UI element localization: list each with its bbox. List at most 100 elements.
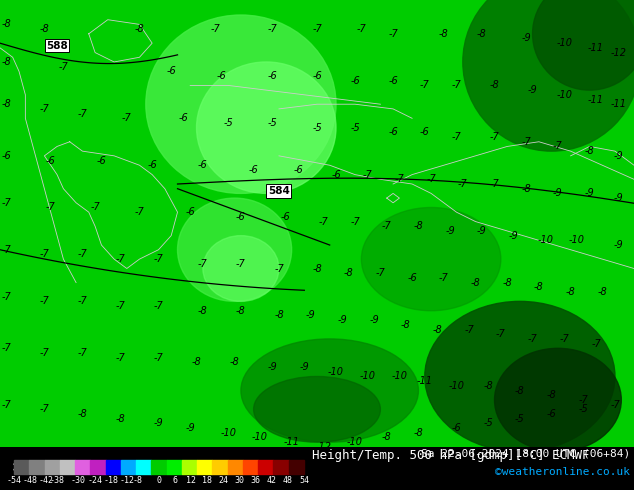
Bar	[167, 460, 182, 473]
Ellipse shape	[178, 198, 292, 301]
Text: -8: -8	[382, 433, 392, 442]
Text: -7: -7	[312, 24, 322, 34]
Text: 54: 54	[299, 476, 309, 485]
Text: -5: -5	[312, 122, 322, 133]
Text: -7: -7	[521, 137, 531, 147]
Text: -8: -8	[133, 476, 143, 485]
Text: -11: -11	[588, 95, 604, 104]
Text: -9: -9	[527, 85, 538, 95]
Text: -7: -7	[39, 404, 49, 415]
Text: -8: -8	[1, 57, 11, 67]
Text: -8: -8	[274, 311, 284, 320]
Text: -8: -8	[547, 390, 557, 400]
Text: -8: -8	[115, 414, 126, 424]
Text: -6: -6	[268, 71, 278, 81]
Text: -7: -7	[153, 254, 164, 264]
Bar	[136, 460, 152, 473]
Text: -8: -8	[413, 428, 424, 438]
Text: -6: -6	[407, 273, 417, 283]
Text: 584: 584	[268, 186, 290, 196]
Text: -7: -7	[1, 400, 11, 410]
Text: -42: -42	[39, 476, 54, 485]
Ellipse shape	[197, 62, 336, 194]
Text: -7: -7	[578, 395, 588, 405]
Text: -7: -7	[350, 217, 360, 226]
Text: -6: -6	[166, 66, 176, 76]
Text: -7: -7	[489, 132, 500, 142]
Text: -8: -8	[432, 324, 443, 335]
Text: -12: -12	[315, 442, 332, 452]
Text: -9: -9	[268, 362, 278, 372]
Ellipse shape	[146, 15, 336, 194]
Text: -6: -6	[451, 423, 462, 433]
Text: -9: -9	[299, 362, 309, 372]
Text: -8: -8	[502, 277, 512, 288]
Text: -6: -6	[350, 76, 360, 86]
Text: -10: -10	[556, 38, 573, 48]
Text: -7: -7	[451, 80, 462, 91]
Text: -10: -10	[328, 367, 344, 377]
Text: -8: -8	[1, 20, 11, 29]
Text: -10: -10	[359, 371, 376, 382]
Text: -18: -18	[103, 476, 118, 485]
Ellipse shape	[241, 339, 418, 442]
Text: 12: 12	[186, 476, 196, 485]
Text: -8: -8	[77, 409, 87, 419]
Text: -7: -7	[46, 202, 56, 213]
Text: -7: -7	[1, 292, 11, 302]
Text: -7: -7	[527, 334, 538, 344]
Text: -10: -10	[391, 371, 408, 382]
Text: -10: -10	[556, 90, 573, 100]
Text: -7: -7	[122, 113, 132, 123]
Text: -30: -30	[71, 476, 86, 485]
Text: -6: -6	[147, 160, 157, 170]
Text: -5: -5	[350, 122, 360, 133]
Text: -8: -8	[312, 264, 322, 273]
Text: -9: -9	[306, 311, 316, 320]
Ellipse shape	[533, 0, 634, 90]
Text: -7: -7	[153, 301, 164, 311]
Text: -9: -9	[369, 315, 379, 325]
Text: -8: -8	[344, 268, 354, 278]
Text: -7: -7	[274, 264, 284, 273]
Text: -7: -7	[77, 348, 87, 358]
Text: -9: -9	[613, 151, 623, 161]
Text: -7: -7	[318, 217, 328, 226]
Ellipse shape	[254, 376, 380, 442]
Text: -8: -8	[439, 29, 449, 39]
Bar	[197, 460, 212, 473]
Bar	[14, 460, 29, 473]
Text: -7: -7	[39, 249, 49, 259]
Text: -8: -8	[521, 184, 531, 194]
Text: ©weatheronline.co.uk: ©weatheronline.co.uk	[495, 467, 630, 477]
Text: -7: -7	[210, 24, 221, 34]
Text: -10: -10	[252, 433, 268, 442]
Text: -9: -9	[613, 193, 623, 203]
Text: 6: 6	[172, 476, 178, 485]
Text: -5: -5	[268, 118, 278, 128]
Text: -8: -8	[134, 24, 145, 34]
Text: -7: -7	[1, 198, 11, 208]
Text: -6: -6	[179, 113, 189, 123]
Text: -11: -11	[588, 43, 604, 53]
Text: -6: -6	[420, 127, 430, 137]
Text: -9: -9	[508, 231, 519, 241]
Text: -7: -7	[90, 202, 100, 213]
Text: -7: -7	[363, 170, 373, 180]
Text: -7: -7	[58, 62, 68, 72]
Bar	[152, 460, 167, 473]
Bar	[258, 460, 273, 473]
Bar	[60, 460, 75, 473]
Text: -7: -7	[39, 348, 49, 358]
Bar	[273, 460, 288, 473]
Text: -6: -6	[46, 155, 56, 166]
Text: -8: -8	[230, 357, 240, 368]
Text: -7: -7	[388, 29, 398, 39]
Text: -9: -9	[153, 418, 164, 428]
Text: 18: 18	[202, 476, 212, 485]
Text: -9: -9	[185, 423, 195, 433]
Text: -7: -7	[198, 259, 208, 269]
Text: -7: -7	[458, 179, 468, 189]
Text: 30: 30	[235, 476, 245, 485]
Text: -7: -7	[426, 174, 436, 184]
